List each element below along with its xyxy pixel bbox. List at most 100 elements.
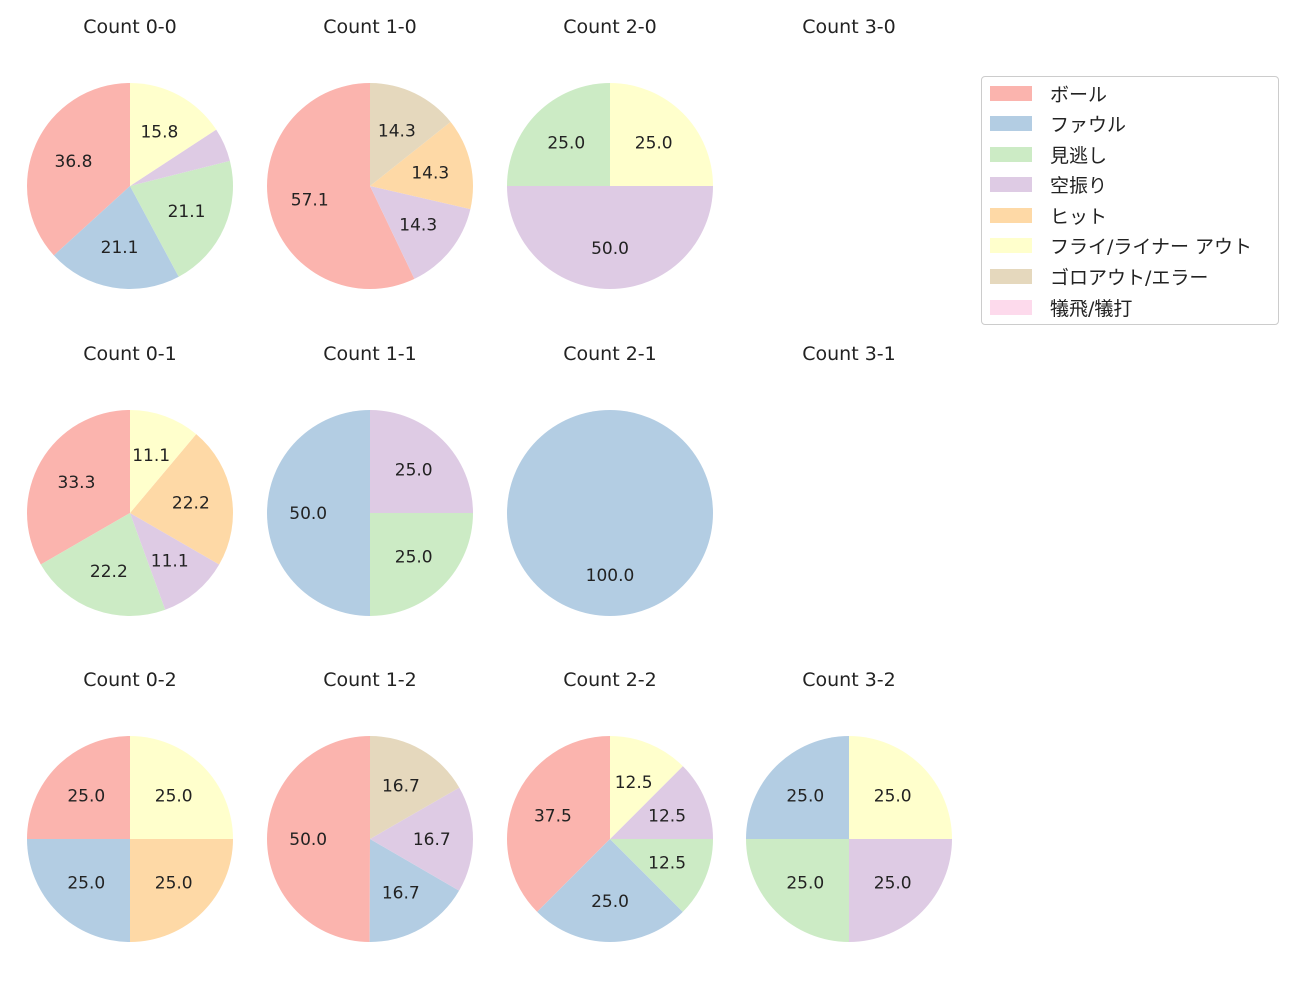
pie-title: Count 2-0 [563,16,657,38]
pie-slice-looking [507,83,610,186]
pie-chart: 25.0 25.0 25.0 25.0 [27,736,233,942]
legend-swatch [990,115,1032,131]
legend-label: ヒット [1050,205,1108,228]
pie-slice-swinging [370,787,473,891]
legend-item-ball: ボール [990,81,1108,106]
legend-swatch [990,237,1032,253]
pie-title: Count 0-1 [83,343,177,365]
pie-slice-ball [26,410,130,565]
pie-slice-swinging [130,513,220,610]
pie-panel: Count 1-2 50.0 16.7 16.7 16.7 [250,653,490,953]
legend-label: 見逃し [1050,144,1108,167]
legend-swatch [990,268,1032,284]
pie-slice-label: 14.3 [411,163,449,183]
legend-item-hit: ヒット [990,203,1108,228]
pie-slice-fly_liner_out [610,736,683,839]
pie-slice-label: 14.3 [378,121,416,141]
pie-chart: 33.3 22.2 11.1 22.2 11.1 [26,410,234,616]
pie-slice-swinging [130,129,230,186]
legend-item-grounder-out-error: ゴロアウト/エラー [990,264,1209,289]
pie-slice-hit [370,121,473,210]
pie-panel: Count 1-0 57.1 14.3 14.3 14.3 [250,0,490,300]
pie-slice-label: 25.0 [155,786,193,806]
pie-panel: Count 3-1 [729,327,969,627]
pie-slice-label: 12.5 [615,773,653,793]
pie-slice-foul [267,410,370,616]
pie-slice-label: 14.3 [399,216,437,236]
pie-panel: Count 3-2 25.0 25.0 25.0 25.0 [729,653,969,953]
legend-swatch [990,176,1032,192]
pie-panel: Count 2-2 37.5 25.0 12.5 12.5 12.5 [490,653,730,953]
pie-slice-label: 100.0 [586,566,635,586]
pie-slice-ball [267,83,415,290]
pie-slice-foul [537,839,683,942]
pie-slice-label: 25.0 [395,548,433,568]
pie-slice-looking [746,839,849,942]
pie-slice-foul [507,410,713,616]
pie-slice-label: 57.1 [291,191,329,211]
pie-slice-label: 12.5 [648,806,686,826]
pie-panel: Count 2-0 25.0 50.0 25.0 [490,0,730,300]
pie-slice-looking [370,513,473,616]
pie-panel: Count 0-0 36.8 21.1 21.1 15.8 [10,0,250,300]
legend-label: ファウル [1050,113,1127,136]
chart-legend: ボール ファウル 見逃し 空振り ヒット フライ/ライナー アウト ゴロアウト/… [981,76,1279,325]
pie-slice-label: 25.0 [591,892,629,912]
pie-chart: 37.5 25.0 12.5 12.5 12.5 [507,736,713,942]
pie-slice-label: 37.5 [534,806,572,826]
pie-slice-label: 25.0 [395,460,433,480]
pie-slice-looking [610,839,713,912]
pie-slice-label: 15.8 [140,123,178,143]
pie-slice-label: 16.7 [382,884,420,904]
pie-title: Count 3-1 [802,343,896,365]
pie-slice-label: 12.5 [648,854,686,874]
pie-slice-label: 25.0 [874,874,912,894]
pie-slice-label: 16.7 [413,830,451,850]
pie-slice-label: 25.0 [67,786,105,806]
pie-slice-label: 22.2 [172,493,210,513]
pie-slice-swinging [507,186,713,289]
pie-slice-swinging [610,766,713,839]
pie-slice-label: 25.0 [67,874,105,894]
pie-slice-label: 11.1 [151,551,189,571]
pie-slice-foul [27,839,130,942]
pie-panel: Count 0-1 33.3 22.2 11.1 22.2 11.1 [10,327,250,627]
pie-slice-foul [53,186,179,289]
pie-slice-label: 25.0 [786,786,824,806]
pie-slice-foul [369,839,460,942]
pie-slice-fly_liner_out [130,736,233,839]
pie-slice-fly_liner_out [610,83,713,186]
legend-swatch [990,85,1032,101]
pie-slice-ball [27,736,130,839]
pie-slice-grounder_out_error [370,83,451,186]
legend-label: 犠飛/犠打 [1050,297,1133,320]
legend-label: ボール [1050,83,1108,106]
pie-slice-label: 50.0 [289,504,327,524]
pie-panel: Count 1-1 50.0 25.0 25.0 [250,327,490,627]
pie-slice-fly_liner_out [849,736,952,839]
pie-panel: Count 0-2 25.0 25.0 25.0 25.0 [10,653,250,953]
legend-item-swinging: 空振り [990,172,1107,197]
pie-slice-label: 25.0 [155,874,193,894]
pie-title: Count 0-2 [83,669,177,691]
legend-label: ゴロアウト/エラー [1050,266,1209,289]
pie-slice-ball [267,736,370,942]
pie-slice-looking [130,160,233,277]
legend-label: フライ/ライナー アウト [1050,235,1253,258]
legend-item-looking: 見逃し [990,142,1108,167]
pie-title: Count 3-2 [802,669,896,691]
pie-slice-label: 25.0 [874,786,912,806]
pie-slice-grounder_out_error [370,736,460,839]
pie-slice-label: 22.2 [90,562,128,582]
pie-title: Count 2-2 [563,669,657,691]
pie-slice-label: 25.0 [786,874,824,894]
pie-slice-label: 25.0 [635,133,673,153]
pie-chart: 50.0 16.7 16.7 16.7 [267,736,473,942]
pie-chart: 36.8 21.1 21.1 15.8 [27,83,233,289]
pie-slice-hit [130,839,233,942]
pie-title: Count 2-1 [563,343,657,365]
legend-swatch [990,146,1032,162]
pie-title: Count 1-2 [323,669,417,691]
pie-title: Count 1-0 [323,16,417,38]
pie-slice-label: 50.0 [591,239,629,259]
